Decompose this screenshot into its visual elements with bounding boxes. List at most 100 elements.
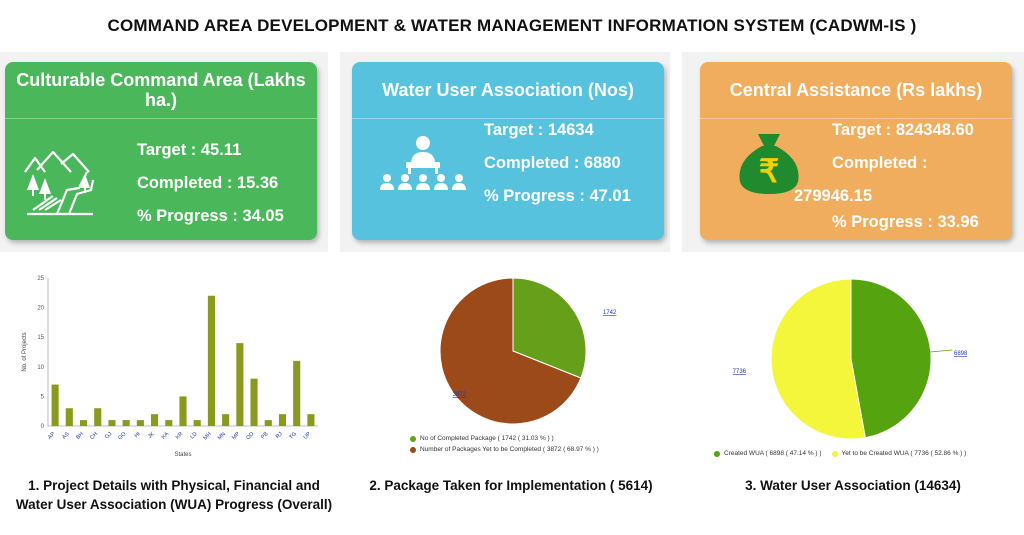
bar-KR xyxy=(179,396,187,426)
wua-stats: Target : 14634 Completed : 6880 % Progre… xyxy=(484,114,631,213)
legend-item: No of Completed Package ( 1742 ( 31.03 %… xyxy=(410,433,599,444)
wua-pie-legend: Created WUA ( 6898 ( 47.14 % ) ) Yet to b… xyxy=(714,448,966,459)
y-tick-label: 0 xyxy=(41,424,45,430)
cca-card-title: Culturable Command Area (Lakhs ha.) xyxy=(5,62,317,119)
bar-MN xyxy=(222,414,230,426)
package-pie-chart: 1742 3872 xyxy=(439,277,617,425)
bar-UP xyxy=(307,414,315,426)
caption-project-details: 1. Project Details with Physical, Financ… xyxy=(15,478,333,512)
bar-LD xyxy=(193,420,201,426)
cca-completed: Completed : 15.36 xyxy=(137,174,279,192)
legend-label: Created WUA ( 6898 ( 47.14 % ) ) xyxy=(724,450,822,457)
svg-text:₹: ₹ xyxy=(759,153,779,189)
bar-GO xyxy=(122,420,130,426)
wua-progress: % Progress : 47.01 xyxy=(484,187,631,205)
pie-slice xyxy=(850,278,932,439)
ca-completed: Completed : xyxy=(832,154,928,172)
ca-target: Target : 824348.60 xyxy=(832,121,974,139)
bar-OD xyxy=(250,378,258,426)
pie-slice xyxy=(512,277,587,379)
rupee-money-bag-icon: ₹ xyxy=(739,134,799,194)
bar-JK xyxy=(151,414,159,426)
meeting-people-icon xyxy=(380,136,466,190)
pie-slice xyxy=(439,277,582,425)
legend-label: Yet to be Created WUA ( 7736 ( 52.86 % )… xyxy=(841,450,967,457)
wua-card[interactable]: Water User Association (Nos) Target : 14… xyxy=(352,62,664,240)
wua-target: Target : 14634 xyxy=(484,121,594,139)
y-tick-label: 10 xyxy=(37,365,44,371)
bar-CH xyxy=(94,408,102,426)
wua-pie-chart: 6898 7736 xyxy=(733,278,968,440)
bar-KA xyxy=(165,420,173,426)
ca-stats: Target : 824348.60 Completed : xyxy=(832,114,974,180)
bar-RJ xyxy=(278,414,287,426)
bar-BH xyxy=(79,420,88,426)
mountains-icon xyxy=(24,150,95,216)
package-pie-legend: No of Completed Package ( 1742 ( 31.03 %… xyxy=(410,433,599,455)
ca-card[interactable]: Central Assistance (Rs lakhs) ₹ Target :… xyxy=(700,62,1012,240)
x-axis-label: States xyxy=(174,452,191,458)
x-tick-label: UP xyxy=(303,431,313,441)
ca-completed-value: 279946.15 xyxy=(794,187,872,205)
wua-card-title: Water User Association (Nos) xyxy=(352,62,664,119)
cca-target: Target : 45.11 xyxy=(137,141,242,159)
x-tick-label: LD xyxy=(189,431,198,440)
wua-completed: Completed : 6880 xyxy=(484,154,621,172)
bar-GJ xyxy=(108,420,116,426)
x-tick-label: HI xyxy=(134,431,142,439)
x-tick-label: GO xyxy=(117,431,128,442)
x-tick-label: KA xyxy=(161,431,171,441)
bar-TG xyxy=(293,360,301,426)
legend-item: Created WUA ( 6898 ( 47.14 % ) ) xyxy=(714,448,822,459)
x-tick-label: BH xyxy=(75,431,85,441)
legend-label: Number of Packages Yet to be Completed (… xyxy=(420,446,599,453)
y-axis-label: No. of Projects xyxy=(22,332,28,371)
x-tick-label: MP xyxy=(231,431,241,441)
projects-bar-chart: 0 5 10 15 20 25 AP AS BH CH GJ GO HI JK KA KR LD MH MN MP OD… xyxy=(22,276,318,458)
legend-swatch xyxy=(410,435,416,442)
pie-slice xyxy=(770,278,866,440)
y-tick-label: 5 xyxy=(41,394,45,400)
pie-data-label: 7736 xyxy=(733,369,747,375)
ca-card-title: Central Assistance (Rs lakhs) xyxy=(700,62,1012,119)
bar-MH xyxy=(207,295,215,426)
caption-package: 2. Package Taken for Implementation ( 56… xyxy=(369,478,653,493)
x-tick-label: TG xyxy=(288,431,298,441)
x-tick-label: KR xyxy=(175,431,185,441)
pie-data-label: 3872 xyxy=(453,392,467,398)
ca-progress: % Progress : 33.96 xyxy=(832,213,979,231)
cca-progress: % Progress : 34.05 xyxy=(137,207,284,225)
x-tick-label: MN xyxy=(217,431,227,441)
pie-label-leader xyxy=(929,349,953,353)
y-tick-label: 25 xyxy=(37,276,44,282)
x-tick-label: RJ xyxy=(275,431,284,440)
page-title: COMMAND AREA DEVELOPMENT & WATER MANAGEM… xyxy=(107,16,917,35)
x-tick-label: MH xyxy=(203,431,213,441)
legend-item: Number of Packages Yet to be Completed (… xyxy=(410,444,599,455)
pie-data-label: 6898 xyxy=(954,351,968,357)
x-tick-label: GJ xyxy=(104,431,113,440)
x-tick-label: JK xyxy=(147,431,156,440)
pie-data-label: 1742 xyxy=(603,310,617,316)
x-tick-label: AP xyxy=(47,431,57,441)
bar-AP xyxy=(51,384,59,426)
y-tick-label: 15 xyxy=(37,335,44,341)
cca-card[interactable]: Culturable Command Area (Lakhs ha.) Targ… xyxy=(5,62,317,240)
legend-label: No of Completed Package ( 1742 ( 31.03 %… xyxy=(420,435,554,442)
x-tick-label: CH xyxy=(89,431,99,441)
x-tick-label: OD xyxy=(245,431,255,441)
caption-wua: 3. Water User Association (14634) xyxy=(745,478,961,493)
cca-stats: Target : 45.11 Completed : 15.36 % Progr… xyxy=(137,134,284,233)
bar-MP xyxy=(236,343,244,426)
ca-completed-value-wrap: 279946.15 xyxy=(794,180,872,213)
bar-PB xyxy=(264,420,272,426)
legend-swatch xyxy=(714,450,720,457)
x-tick-label: AS xyxy=(61,431,71,441)
legend-item: Yet to be Created WUA ( 7736 ( 52.86 % )… xyxy=(831,448,967,459)
bar-AS xyxy=(65,408,73,426)
x-tick-label: PB xyxy=(260,431,270,441)
bar-HI xyxy=(136,420,144,426)
ca-progress-wrap: % Progress : 33.96 xyxy=(832,206,979,239)
legend-swatch xyxy=(831,450,838,457)
y-tick-label: 20 xyxy=(37,306,44,312)
